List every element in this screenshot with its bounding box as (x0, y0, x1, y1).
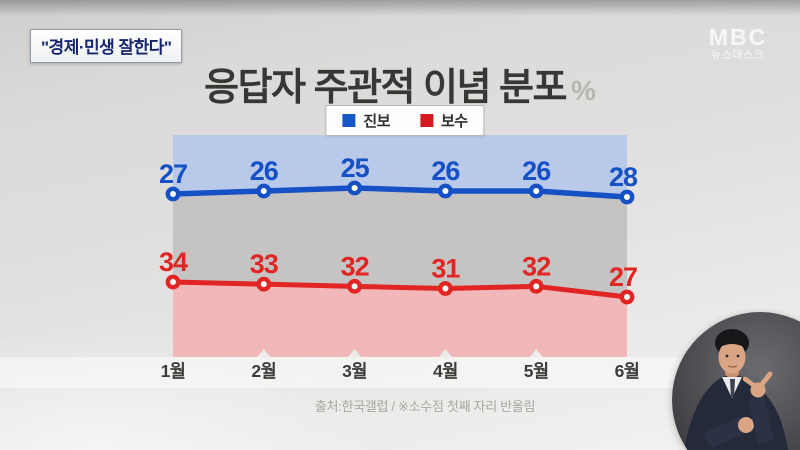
conservative-value-label: 32 (341, 251, 369, 281)
interpreter-fringe (718, 337, 746, 348)
newsdesk-label: 뉴스데스크 (711, 49, 765, 62)
headline-badge: "경제·민생 잘한다" (30, 29, 183, 63)
interpreter-tie (730, 379, 735, 397)
legend-item-conservative: 보수 (420, 110, 468, 131)
progressive-point-marker (437, 183, 453, 199)
progressive-value-label: 27 (159, 159, 187, 189)
interpreter-eye (725, 354, 729, 358)
conservative-point-marker (256, 276, 272, 292)
mbc-logo: MBC (708, 24, 768, 50)
conservative-band (173, 282, 627, 357)
interpreter-left-hand (738, 417, 754, 433)
x-axis-tick (348, 349, 362, 357)
x-axis-tick (529, 349, 543, 357)
chart-title-unit: % (570, 75, 596, 106)
progressive-point-marker (256, 183, 272, 199)
conservative-value-label: 33 (250, 249, 279, 279)
progressive-line (170, 185, 630, 200)
conservative-point-marker (437, 281, 453, 296)
x-axis-label: 2월 (251, 361, 276, 381)
progressive-point-marker (619, 189, 635, 205)
progressive-band (173, 135, 627, 197)
progressive-value-label: 26 (522, 156, 551, 186)
axis-label-strip (0, 357, 800, 388)
progressive-value-label: 28 (609, 162, 638, 192)
interpreter-mouth (727, 365, 738, 368)
progressive-value-label: 26 (431, 156, 460, 186)
conservative-point-marker (347, 278, 362, 294)
interpreter-thumb (742, 376, 759, 390)
chart-title: 응답자 주관적 이념 분포% (0, 56, 800, 111)
headline-badge-label: "경제·민생 잘한다" (41, 38, 172, 57)
conservative-point-marker (619, 289, 635, 305)
x-axis-label: 4월 (433, 361, 458, 381)
chart-title-text: 응답자 주관적 이념 분포 (204, 67, 567, 109)
x-axis-label: 3월 (342, 361, 367, 381)
interpreter-face (718, 340, 746, 374)
interpreter-finger (756, 371, 773, 391)
progressive-point-marker (347, 180, 362, 196)
legend-label-conservative: 보수 (441, 113, 468, 130)
x-axis-label: 6월 (615, 361, 640, 381)
conservative-point-marker (528, 278, 544, 294)
progressive-swatch-icon (342, 114, 356, 127)
x-axis-tick (257, 349, 271, 357)
conservative-value-label: 34 (159, 247, 188, 277)
x-axis-label: 1월 (161, 361, 186, 381)
channel-watermark: MBC 뉴스데스크 (698, 25, 778, 61)
progressive-point-marker (165, 186, 181, 202)
source-note: 출처:한국갤럽 / ※소수점 첫째 자리 반올림 (314, 399, 536, 414)
conservative-value-label: 27 (609, 262, 637, 292)
progressive-value-label: 25 (341, 153, 370, 183)
interpreter-eye (736, 354, 740, 358)
x-axis-tick (438, 349, 452, 357)
interpreter-right-arm (748, 394, 774, 444)
conservative-value-label: 32 (522, 251, 550, 281)
legend-label-progressive: 진보 (363, 113, 390, 130)
x-axis-label: 5월 (524, 361, 549, 381)
conservative-point-marker (165, 274, 181, 290)
chart-legend: 진보 보수 (325, 105, 485, 136)
progressive-value-label: 26 (250, 156, 279, 186)
conservative-swatch-icon (420, 114, 433, 127)
conservative-value-label: 31 (431, 253, 460, 283)
legend-item-progressive: 진보 (342, 110, 390, 131)
conservative-line (170, 279, 630, 300)
progressive-point-marker (528, 183, 544, 199)
